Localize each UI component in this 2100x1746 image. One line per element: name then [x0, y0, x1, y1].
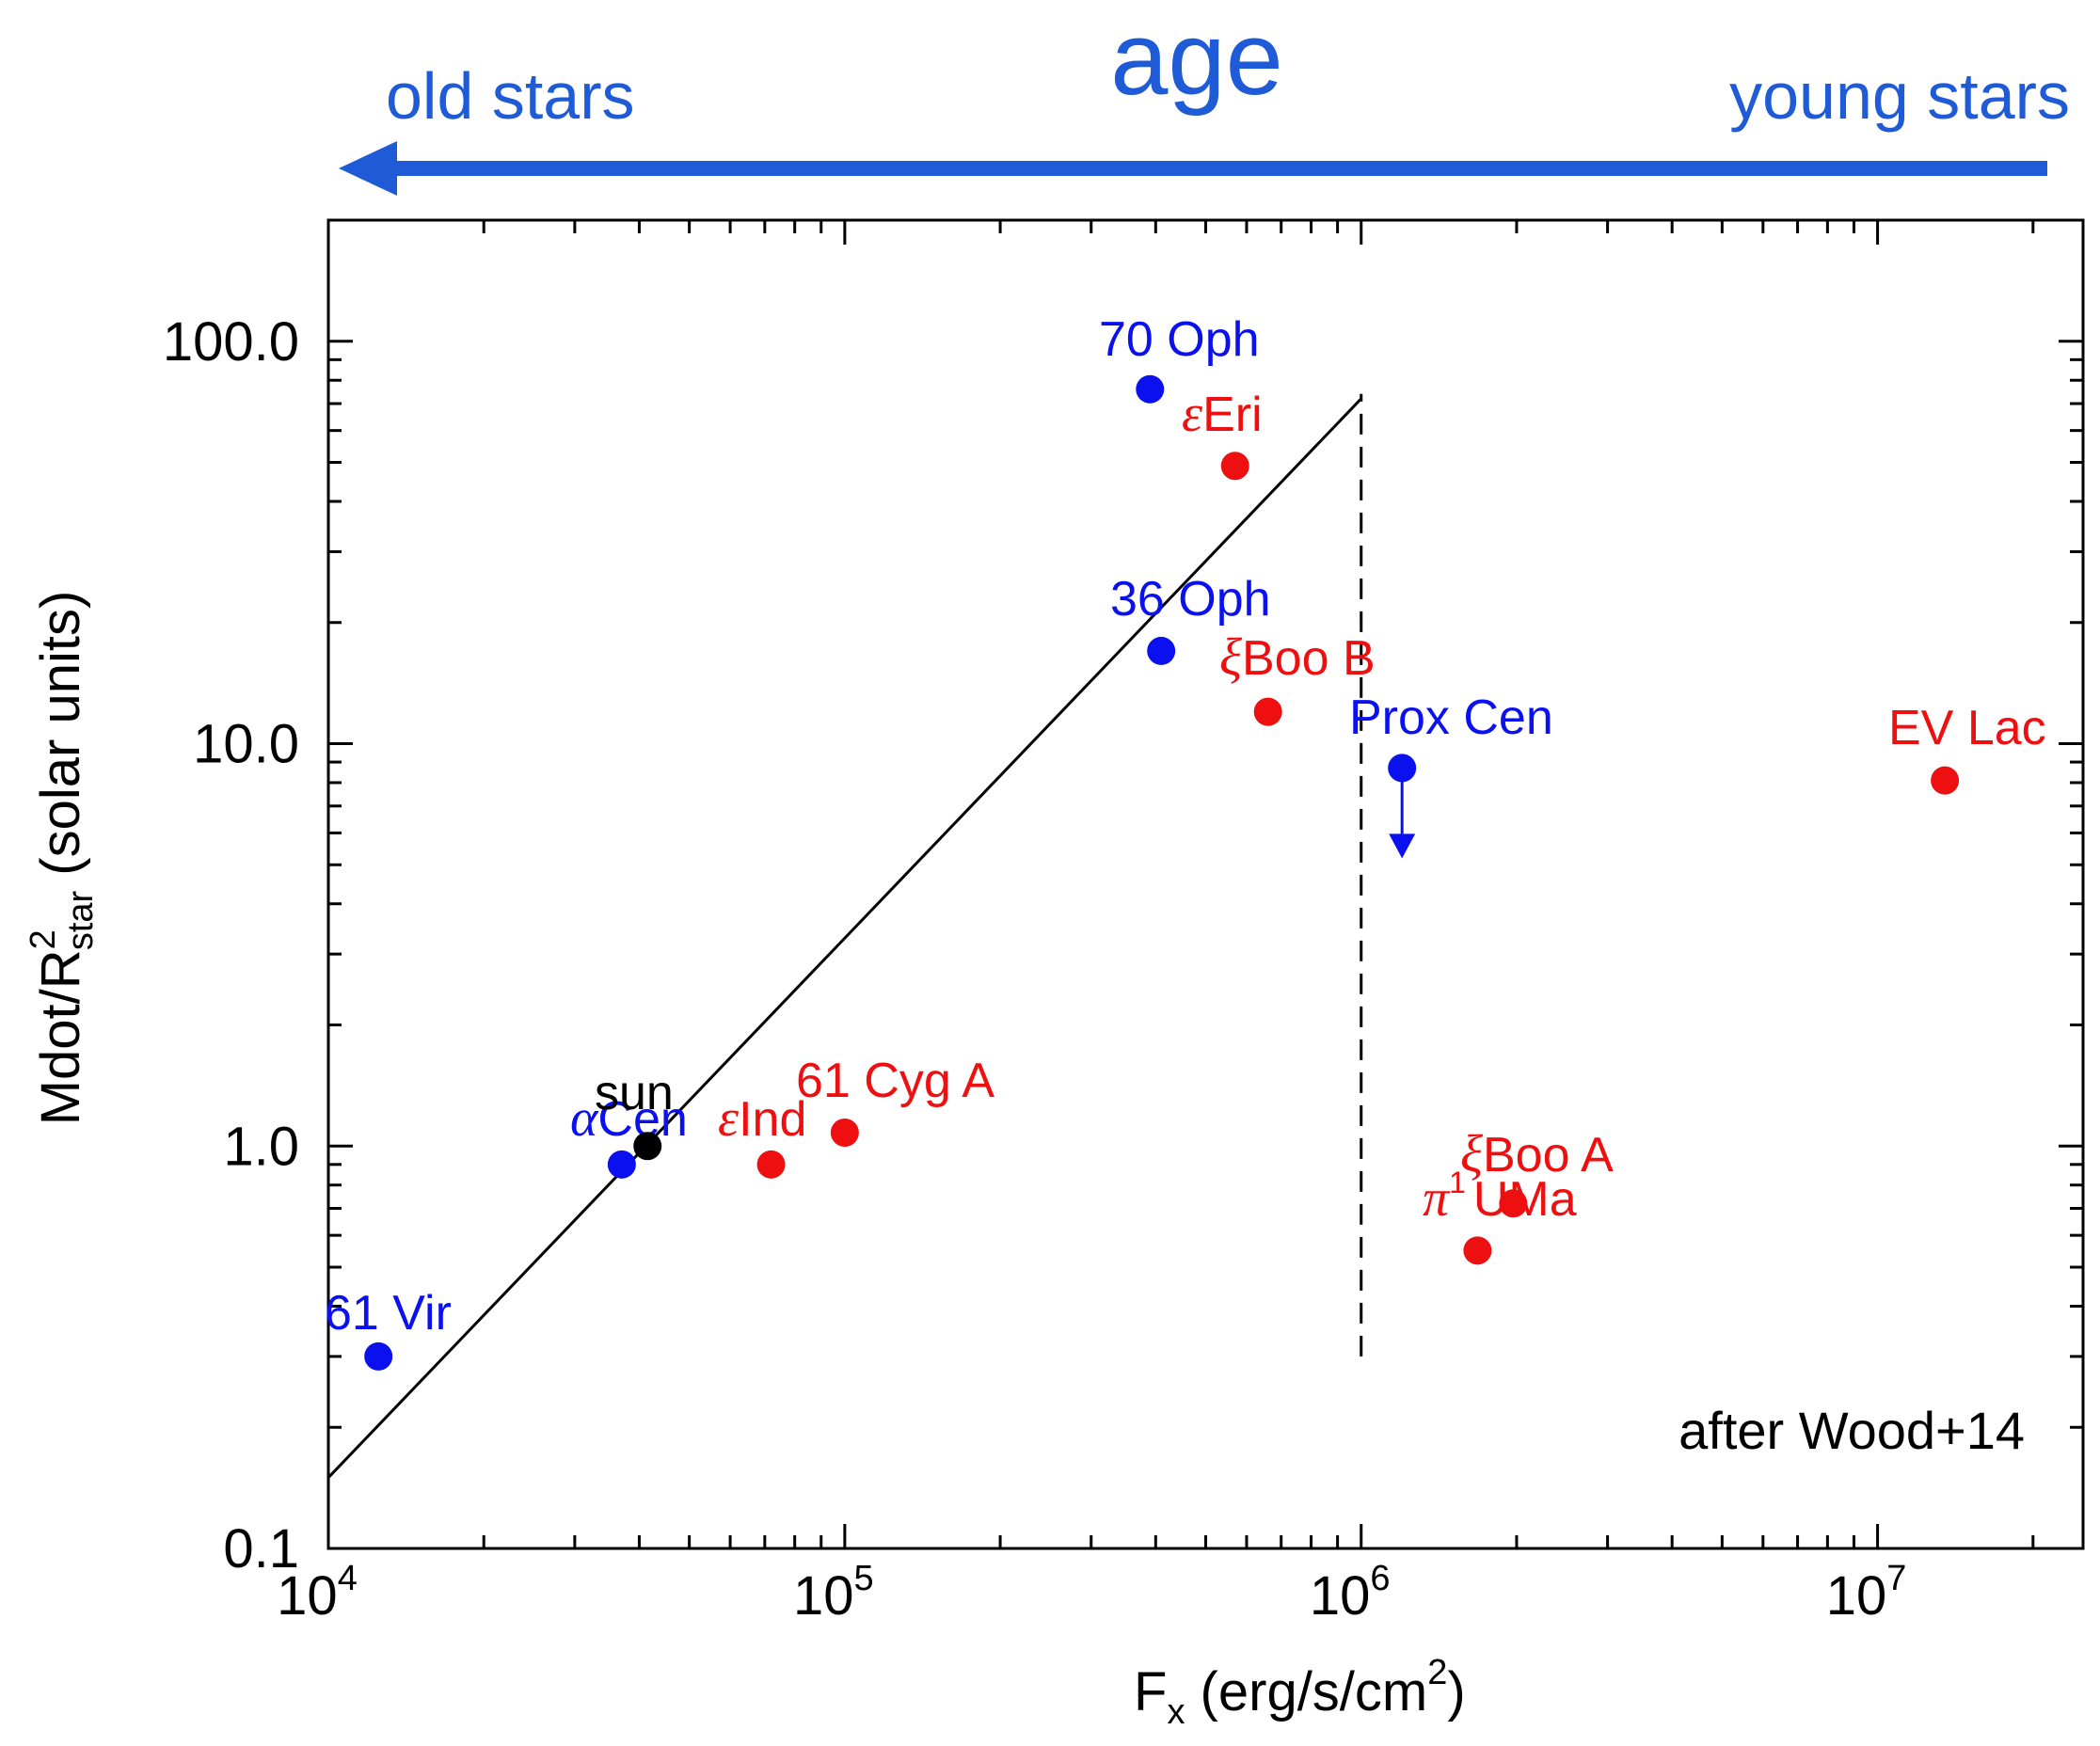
point-label: 36 Oph — [1110, 572, 1271, 627]
point-sun: sun — [595, 1066, 674, 1161]
y-axis-label: Mdot/R2star (solar units) — [24, 591, 101, 1126]
point-label: εInd — [718, 1089, 806, 1148]
x-tick-label: 105 — [793, 1559, 874, 1627]
point-prox-cen: Prox Cen — [1349, 690, 1553, 859]
y-tick-label: 0.1 — [223, 1518, 299, 1579]
age-arrow-head — [339, 141, 397, 196]
age-title: age — [1110, 1, 1283, 117]
source-annotation: after Wood+14 — [1678, 1401, 2025, 1460]
x-tick-label: 106 — [1310, 1559, 1391, 1627]
old-stars-label: old stars — [386, 59, 635, 133]
y-tick-label: 100.0 — [163, 311, 299, 373]
point-xi-boo-a: ξBoo A — [1460, 1125, 1614, 1218]
data-point — [830, 1118, 859, 1147]
point-label: π1 UMa — [1423, 1166, 1577, 1228]
data-point — [364, 1341, 393, 1371]
data-point — [1220, 452, 1249, 481]
x-tick-label: 107 — [1826, 1559, 1907, 1627]
point-61-vir: 61 Vir — [325, 1286, 452, 1371]
point-label: ξBoo B — [1219, 628, 1376, 687]
data-point — [1147, 636, 1176, 665]
data-point — [1463, 1236, 1492, 1265]
upper-limit-arrow-head — [1389, 833, 1416, 859]
data-point — [1388, 754, 1417, 783]
point-label: sun — [595, 1066, 674, 1120]
data-point — [607, 1150, 636, 1179]
data-point — [756, 1150, 786, 1179]
point-label: 61 Vir — [325, 1286, 452, 1341]
x-axis-label: Fx (erg/s/cm2) — [1134, 1653, 1466, 1732]
y-tick-label: 10.0 — [193, 714, 299, 775]
age-arrow-shaft — [376, 161, 2047, 176]
point-label: ξBoo A — [1460, 1125, 1614, 1183]
point-ev-lac: EV Lac — [1888, 701, 2046, 795]
point-pi1-uma: π1 UMa — [1423, 1166, 1577, 1265]
point-61-cyg-a: 61 Cyg A — [796, 1054, 994, 1147]
point-eps-ind: εInd — [718, 1089, 806, 1179]
point-label: 70 Oph — [1099, 312, 1260, 367]
point-36-oph: 36 Oph — [1110, 572, 1271, 665]
data-point — [1931, 766, 1960, 795]
data-point — [1253, 697, 1282, 726]
point-label: 61 Cyg A — [796, 1054, 994, 1108]
data-point — [633, 1132, 662, 1161]
x-tick-label: 104 — [277, 1559, 358, 1627]
plot-axes: 104 105 106 107 0.1 1.0 10.0 100.0 — [163, 218, 2085, 1627]
data-point — [1499, 1189, 1528, 1218]
point-xi-boo-b: ξBoo B — [1219, 628, 1376, 726]
point-label: Prox Cen — [1349, 690, 1553, 745]
y-tick-label: 1.0 — [223, 1116, 299, 1177]
point-label: EV Lac — [1888, 701, 2046, 755]
young-stars-label: young stars — [1729, 59, 2070, 133]
point-eps-eri: εEri — [1182, 385, 1263, 481]
data-point — [1136, 374, 1165, 404]
point-70-oph: 70 Oph — [1099, 312, 1260, 404]
fit-line — [326, 397, 1362, 1479]
age-header: age old stars young stars — [339, 1, 2070, 196]
point-label: εEri — [1182, 385, 1263, 443]
plot-lines — [326, 393, 1363, 1479]
